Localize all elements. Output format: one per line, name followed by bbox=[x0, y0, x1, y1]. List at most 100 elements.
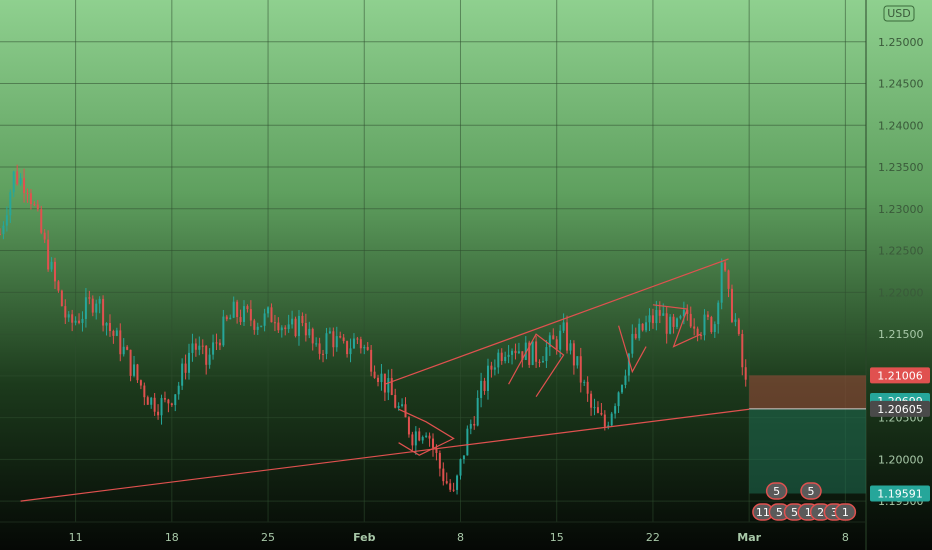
candle-body bbox=[480, 380, 483, 398]
candle-body bbox=[174, 394, 177, 406]
event-markers[interactable]: 5 511 5 5 1 2 3 1 bbox=[752, 482, 857, 521]
candle-body bbox=[741, 333, 744, 368]
candle-body bbox=[201, 345, 204, 347]
candle-body bbox=[590, 393, 593, 408]
candle-body bbox=[91, 298, 94, 313]
candle-body bbox=[727, 270, 730, 289]
candle-body bbox=[102, 298, 105, 326]
candle-body bbox=[249, 309, 252, 321]
candle-body bbox=[672, 316, 675, 327]
candle-body bbox=[593, 407, 596, 409]
instrument-badge[interactable]: USD bbox=[883, 5, 915, 22]
candle-body bbox=[703, 314, 706, 336]
candle-body bbox=[682, 309, 685, 317]
candle-body bbox=[370, 349, 373, 372]
candle-body bbox=[425, 435, 428, 437]
event-marker-label: 5 bbox=[791, 506, 798, 519]
candle-body bbox=[686, 309, 689, 314]
candle-body bbox=[170, 403, 173, 406]
candle-body bbox=[5, 215, 8, 226]
candle-body bbox=[713, 324, 716, 333]
candle-body bbox=[60, 290, 63, 307]
candle-body bbox=[576, 356, 579, 366]
candle-body bbox=[679, 316, 682, 319]
candle-body bbox=[294, 318, 297, 337]
candle-body bbox=[40, 209, 43, 233]
event-marker-label: 5 bbox=[808, 485, 815, 498]
position-tool[interactable] bbox=[749, 375, 866, 494]
candle-body bbox=[12, 171, 15, 193]
candle-body bbox=[531, 341, 534, 365]
candle-body bbox=[720, 262, 723, 303]
y-tick-label: 1.22500 bbox=[878, 245, 924, 258]
candle-body bbox=[744, 367, 747, 380]
stop-zone bbox=[749, 375, 866, 409]
candle-body bbox=[655, 310, 658, 324]
target-zone bbox=[749, 408, 866, 494]
candle-body bbox=[325, 333, 328, 354]
y-tick-label: 1.24500 bbox=[878, 78, 924, 91]
candle-body bbox=[122, 346, 125, 355]
candle-body bbox=[71, 314, 74, 323]
candle-body bbox=[497, 352, 500, 368]
candle-body bbox=[438, 452, 441, 469]
candle-body bbox=[524, 342, 527, 360]
candle-body bbox=[322, 353, 325, 355]
price-tag-label: 1.21006 bbox=[877, 369, 923, 382]
price-tag-label: 1.20605 bbox=[877, 403, 923, 416]
candle-body bbox=[47, 239, 50, 270]
candle-body bbox=[607, 425, 610, 427]
candle-body bbox=[624, 375, 627, 385]
candle-body bbox=[504, 356, 507, 362]
candle-body bbox=[693, 326, 696, 329]
candle-body bbox=[528, 342, 531, 365]
x-tick-label: 11 bbox=[69, 531, 83, 544]
candle-body bbox=[411, 434, 414, 446]
candle-body bbox=[432, 438, 434, 448]
candle-body bbox=[490, 365, 493, 370]
candle-body bbox=[500, 352, 503, 362]
candle-body bbox=[648, 315, 651, 323]
event-marker-label: 11 bbox=[756, 506, 770, 519]
candle-body bbox=[462, 455, 465, 460]
candle-body bbox=[521, 351, 524, 360]
candle-body bbox=[95, 303, 98, 313]
candle-body bbox=[363, 346, 366, 349]
drawing-tools[interactable] bbox=[20, 258, 750, 502]
candle-body bbox=[401, 404, 404, 406]
candle-body bbox=[603, 414, 606, 427]
candle-body bbox=[301, 315, 304, 323]
candle-body bbox=[315, 343, 318, 345]
candle-body bbox=[112, 331, 115, 336]
candle-body bbox=[146, 397, 149, 405]
time-axis[interactable]: 11 18 25 Feb 8 15 22 Mar 8 bbox=[69, 531, 849, 544]
candle-body bbox=[163, 398, 166, 400]
candle-body bbox=[352, 338, 355, 349]
event-marker-label: 3 bbox=[831, 506, 838, 519]
candle-body bbox=[84, 297, 87, 319]
candle-body bbox=[26, 192, 29, 194]
y-tick-label: 1.21500 bbox=[878, 328, 924, 341]
candle-body bbox=[445, 481, 448, 484]
candle-body bbox=[318, 343, 321, 354]
candle-body bbox=[387, 378, 390, 393]
event-marker-label: 5 bbox=[773, 485, 780, 498]
candle-body bbox=[291, 318, 294, 325]
candle-body bbox=[377, 377, 380, 382]
candle-body bbox=[586, 381, 589, 394]
candle-body bbox=[456, 475, 459, 490]
candle-body bbox=[469, 423, 472, 429]
candle-body bbox=[270, 307, 273, 323]
candle-body bbox=[579, 356, 582, 383]
candle-body bbox=[88, 297, 91, 299]
candle-body bbox=[267, 307, 270, 314]
candle-body bbox=[634, 333, 637, 339]
candle-body bbox=[277, 322, 280, 331]
candle-body bbox=[493, 367, 496, 370]
candle-body bbox=[428, 435, 431, 439]
candle-body bbox=[645, 322, 648, 331]
candle-body bbox=[459, 459, 462, 476]
candle-body bbox=[452, 489, 455, 491]
candle-body bbox=[383, 373, 386, 393]
